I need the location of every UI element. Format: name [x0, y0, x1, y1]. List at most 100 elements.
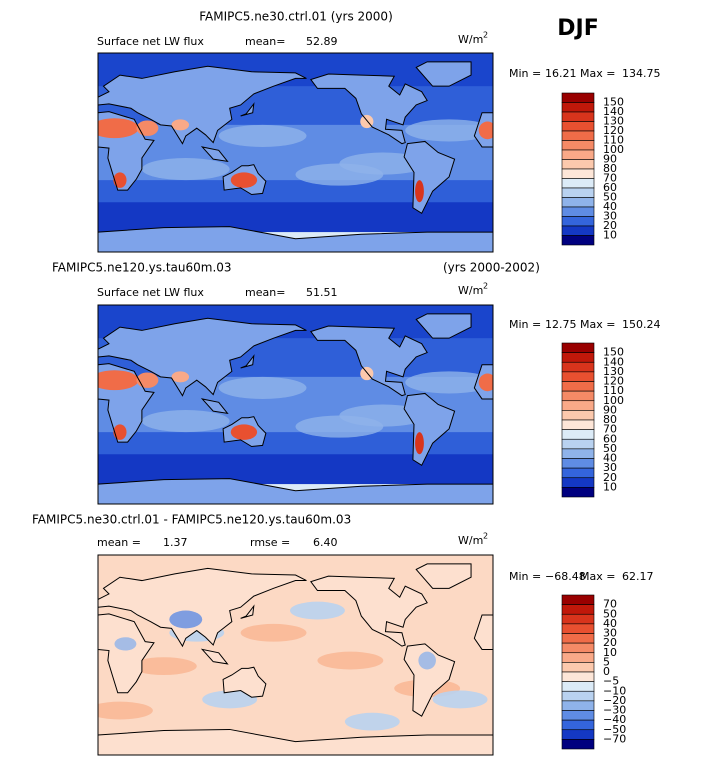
- land: [404, 643, 455, 717]
- colorbar-label: 60: [603, 181, 617, 194]
- colorbar-box: [561, 477, 595, 488]
- colorbar-box: [561, 400, 595, 411]
- colorbar-box: [561, 448, 595, 459]
- coastline: [200, 648, 229, 665]
- colorbar-label: 40: [603, 617, 617, 630]
- colorbar-label: 70: [603, 172, 617, 185]
- map-shading: [202, 690, 258, 709]
- map-shading: [136, 120, 159, 136]
- colorbar-box: [561, 197, 595, 208]
- colorbar-label: 40: [603, 200, 617, 213]
- colorbar-box: [561, 633, 595, 644]
- colorbar-box: [561, 111, 595, 122]
- land: [98, 318, 307, 396]
- units: W/m: [458, 534, 483, 547]
- max-label: Max =: [580, 318, 615, 331]
- colorbar-label: 30: [603, 210, 617, 223]
- colorbar-label: 130: [603, 365, 624, 378]
- colorbar-label: −30: [603, 704, 626, 717]
- coastline: [222, 164, 267, 196]
- colorbar-label: 10: [603, 480, 617, 493]
- map-shading: [478, 373, 493, 392]
- map-shading: [171, 371, 190, 383]
- colorbar-box: [561, 206, 595, 217]
- map-shading: [218, 376, 307, 399]
- max-value: 150.24: [622, 318, 661, 331]
- variable-name: Surface net LW flux: [97, 35, 204, 48]
- map-shading: [405, 371, 493, 394]
- coastline: [473, 112, 493, 148]
- colorbar-label: 90: [603, 403, 617, 416]
- map: [98, 305, 493, 504]
- colorbar-box: [561, 662, 595, 673]
- max-label: Max =: [580, 570, 615, 583]
- coastline: [310, 575, 428, 647]
- colorbar-box: [561, 410, 595, 421]
- season-label: DJF: [557, 16, 598, 41]
- colorbar-box: [561, 652, 595, 663]
- land: [98, 66, 307, 144]
- land: [202, 146, 228, 162]
- colorbar-box: [561, 604, 595, 615]
- map-frame: [97, 304, 494, 505]
- coastline: [403, 643, 456, 717]
- coastline: [310, 73, 428, 145]
- units: W/m: [458, 33, 483, 46]
- land: [310, 74, 428, 144]
- min-label: Min =: [509, 570, 541, 583]
- ocean: [98, 202, 493, 233]
- colorbar-box: [561, 429, 595, 440]
- land: [98, 478, 493, 504]
- panel-title-right: (yrs 2000-2002): [443, 261, 540, 275]
- coastline: [98, 567, 307, 648]
- map: [98, 555, 493, 755]
- land: [474, 615, 493, 650]
- colorbar-box: [561, 178, 595, 189]
- coastline: [98, 65, 307, 145]
- units-exponent: 2: [483, 532, 488, 541]
- colorbar-box: [561, 671, 595, 682]
- coastline: [200, 146, 229, 163]
- coastline: [415, 313, 472, 339]
- map-shading: [98, 118, 139, 139]
- map-shading: [218, 124, 307, 147]
- land: [98, 568, 307, 647]
- colorbar-box: [561, 168, 595, 179]
- colorbar-box: [561, 371, 595, 382]
- colorbar-box: [561, 225, 595, 236]
- colorbar-box: [561, 361, 595, 373]
- colorbar-box: [561, 739, 595, 750]
- stat-value: 52.89: [306, 35, 338, 48]
- stat-label: mean=: [245, 286, 285, 299]
- colorbar-label: 20: [603, 636, 617, 649]
- colorbar-box: [561, 216, 595, 227]
- coastline: [98, 728, 493, 755]
- map-shading: [141, 158, 230, 181]
- colorbar-box: [561, 381, 595, 392]
- map-shading: [169, 610, 203, 629]
- land: [416, 563, 472, 589]
- stat-label: mean=: [245, 35, 285, 48]
- colorbar-box: [561, 458, 595, 469]
- map-shading: [317, 651, 384, 670]
- colorbar-label: 70: [603, 423, 617, 436]
- map-shading: [230, 172, 258, 188]
- colorbar-label: 50: [603, 191, 617, 204]
- map-shading: [240, 623, 307, 642]
- coastline: [222, 666, 267, 698]
- map-frame: [97, 554, 494, 756]
- max-label: Max =: [580, 67, 615, 80]
- min-label: Min =: [509, 67, 541, 80]
- land: [310, 326, 428, 396]
- coastline: [240, 102, 255, 117]
- colorbar-label: 110: [603, 384, 624, 397]
- land: [98, 729, 493, 755]
- panel-title: FAMIPC5.ne120.ys.tau60m.03: [52, 261, 232, 275]
- colorbar-box: [561, 130, 595, 141]
- map-shading: [478, 121, 493, 140]
- colorbar-label: 150: [603, 96, 624, 109]
- min-label: Min =: [509, 318, 541, 331]
- coastline: [98, 478, 493, 504]
- map-shading: [344, 712, 400, 731]
